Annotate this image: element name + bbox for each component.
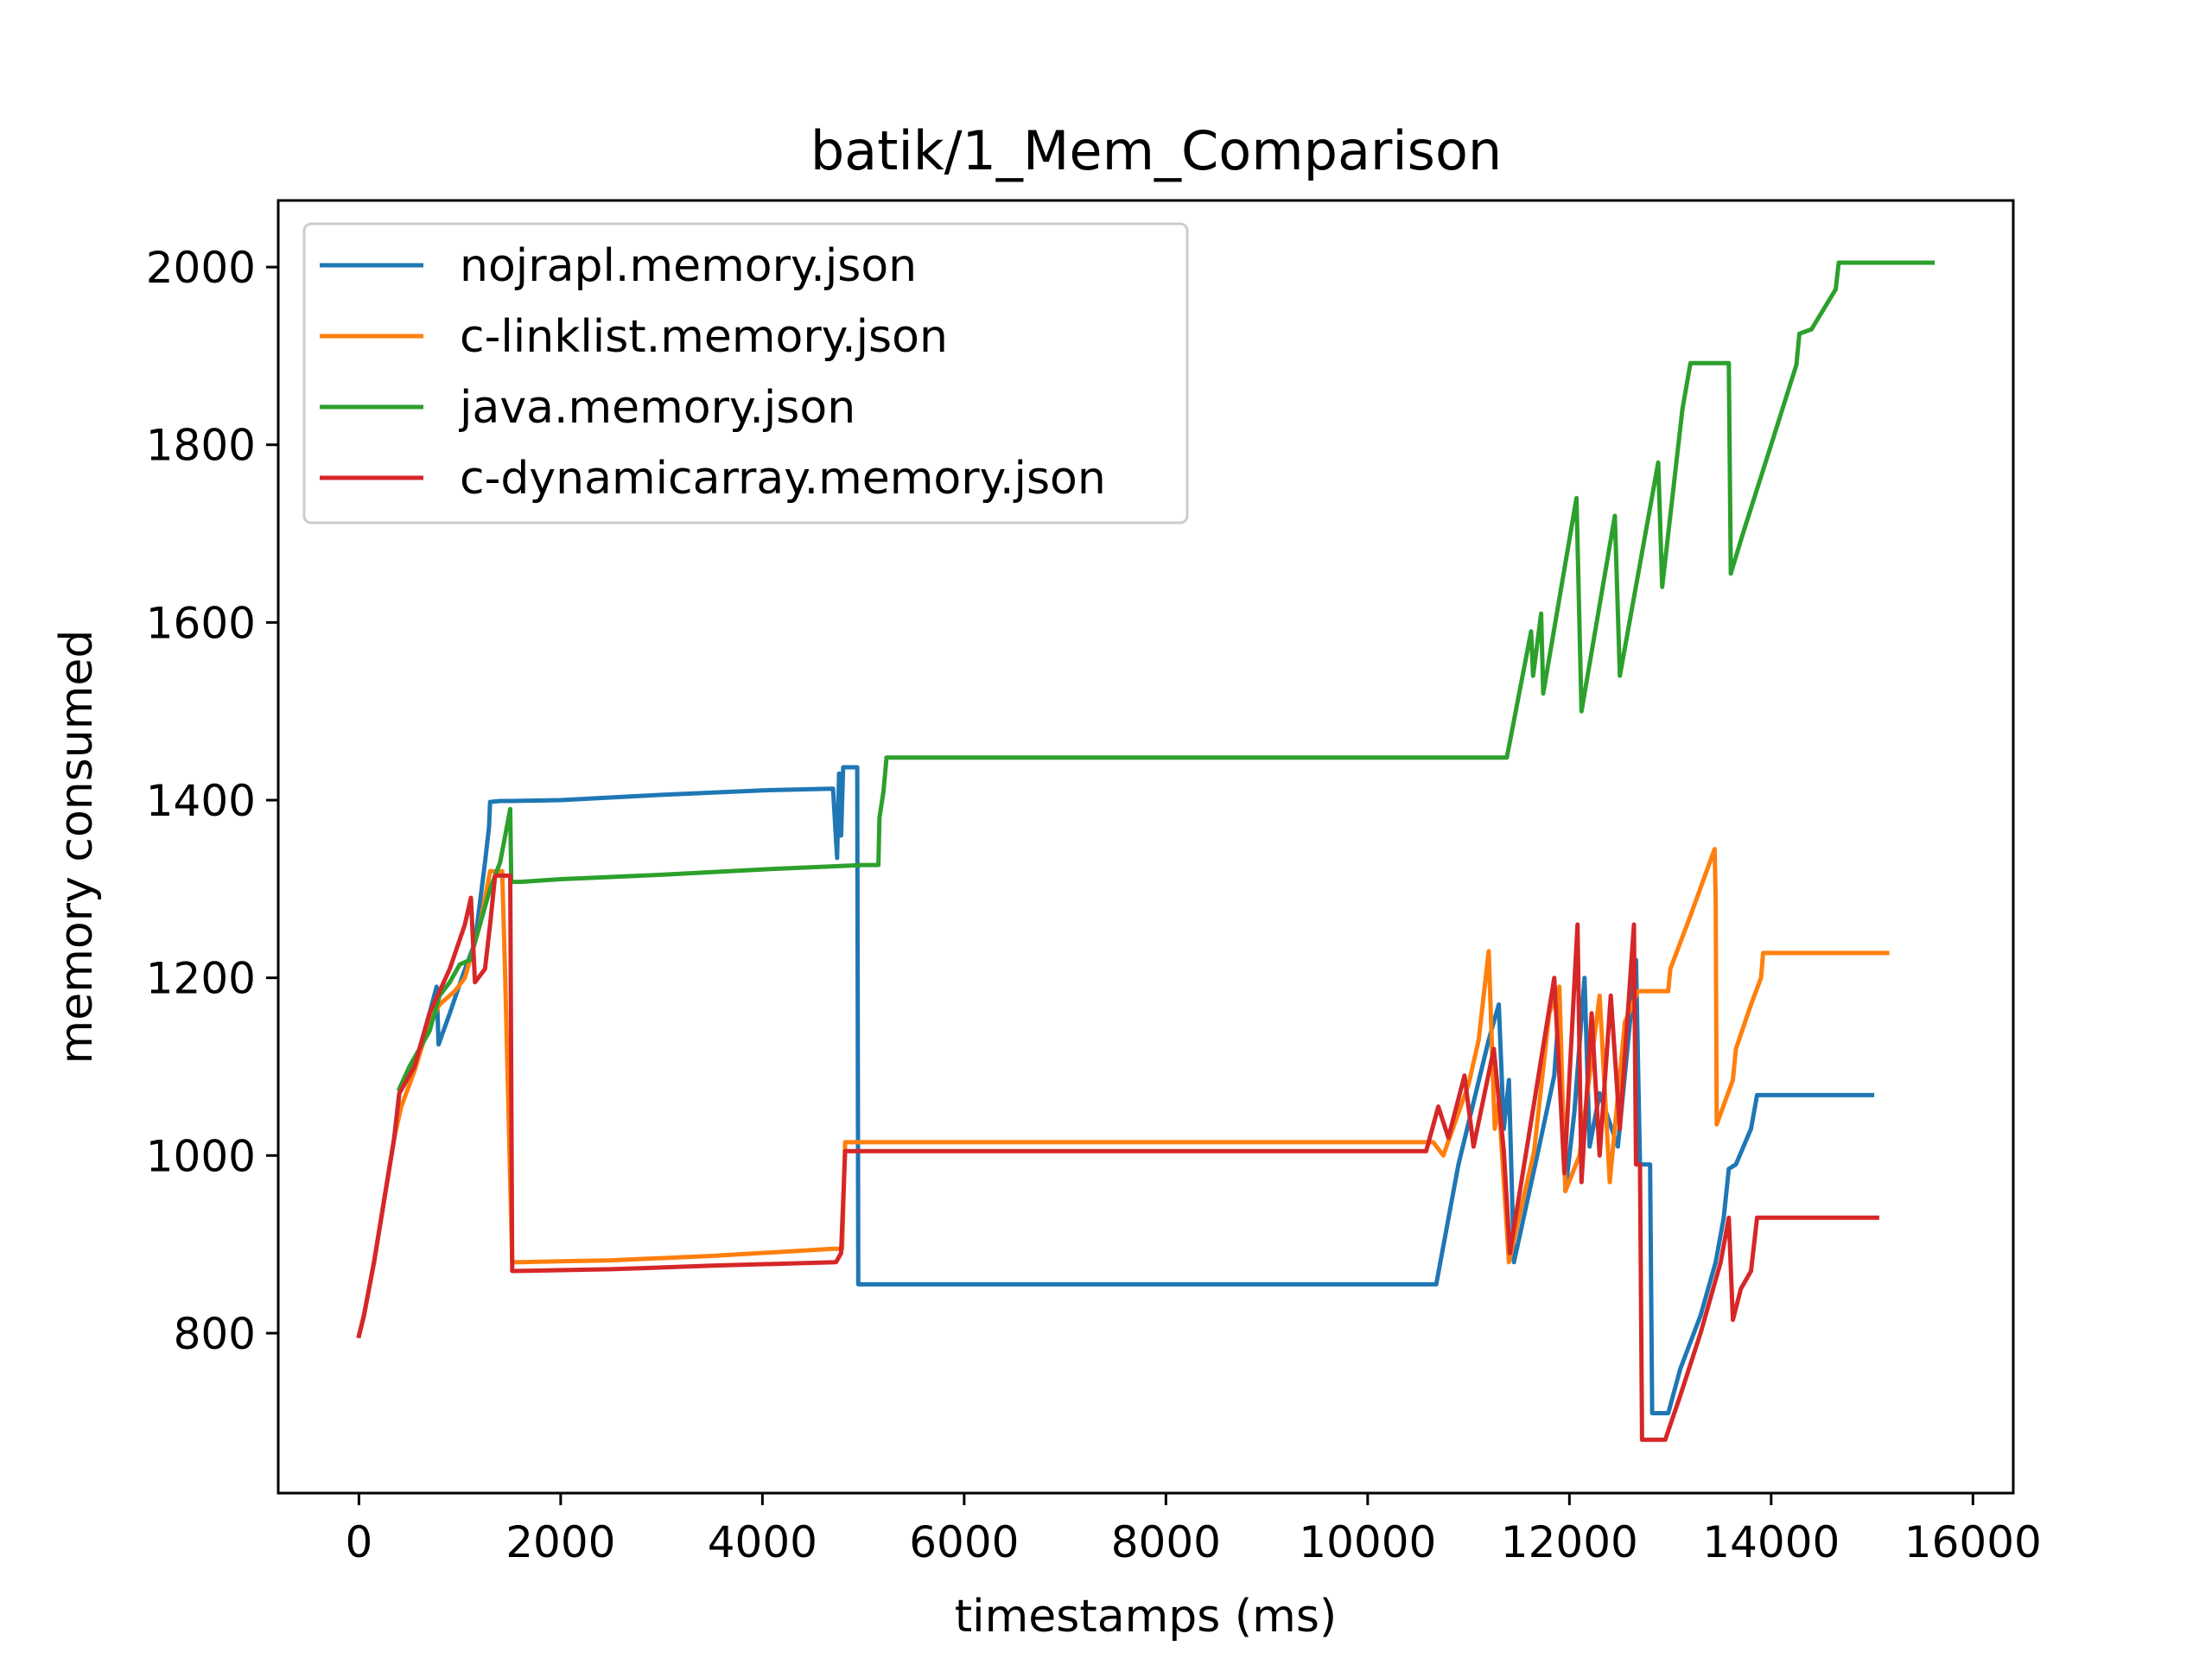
x-tick-label: 16000 — [1904, 1517, 2042, 1567]
x-tick-label: 2000 — [505, 1517, 615, 1567]
series-line-2 — [356, 847, 1890, 1339]
legend-label: nojrapl.memory.json — [460, 240, 917, 292]
y-tick-label: 1000 — [146, 1131, 256, 1181]
x-axis-label: timestamps (ms) — [955, 1591, 1337, 1643]
legend-label: c-linklist.memory.json — [460, 311, 948, 363]
y-axis-label: memory consumed — [51, 630, 103, 1065]
chart-title: batik/1_Mem_Comparison — [810, 119, 1502, 182]
legend: nojrapl.memory.json c-linklist.memory.jso… — [302, 222, 1189, 524]
x-tick-label: 8000 — [1111, 1517, 1221, 1567]
series-line-4 — [356, 873, 1879, 1442]
plot-frame — [276, 199, 2015, 1495]
y-tick-label: 2000 — [146, 243, 256, 293]
x-tick-label: 14000 — [1702, 1517, 1840, 1567]
x-tick-label: 10000 — [1299, 1517, 1436, 1567]
y-tick-label: 1200 — [146, 954, 256, 1004]
x-tick-label: 12000 — [1501, 1517, 1638, 1567]
legend-label: java.memory.json — [459, 382, 855, 434]
y-tick-label: 1800 — [146, 421, 256, 471]
series-layer — [356, 260, 1936, 1442]
legend-frame — [302, 222, 1189, 524]
legend-label: c-dynamicarray.memory.json — [460, 453, 1106, 505]
x-tick-label: 4000 — [708, 1517, 817, 1567]
x-tick-label: 0 — [345, 1517, 372, 1567]
y-tick-label: 1600 — [146, 598, 256, 648]
y-axis-ticks: 800 1000 1200 1400 1600 1800 2000 — [146, 243, 278, 1359]
y-tick-label: 800 — [174, 1309, 256, 1359]
x-axis-ticks: 0 2000 4000 6000 8000 10000 12000 14000 16000 — [345, 1493, 2042, 1567]
series-line-1 — [356, 765, 1875, 1415]
series-line-3 — [396, 260, 1936, 1092]
x-tick-label: 6000 — [909, 1517, 1019, 1567]
y-tick-label: 1400 — [146, 776, 256, 826]
